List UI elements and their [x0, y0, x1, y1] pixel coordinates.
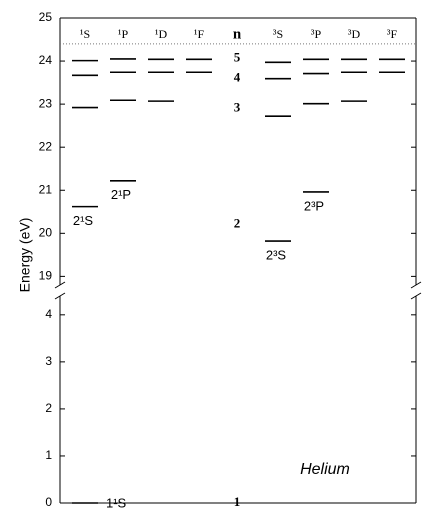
y-tick-label: 22	[39, 139, 53, 153]
n-header: n	[233, 26, 242, 42]
axis-break	[54, 292, 66, 300]
y-tick-label: 4	[45, 307, 52, 321]
y-tick-label: 25	[39, 10, 53, 24]
y-tick-label: 23	[39, 96, 53, 110]
level-label: 2¹P	[111, 187, 131, 202]
y-tick-label: 21	[39, 182, 53, 196]
y-tick-label: 0	[45, 495, 52, 509]
column-header: ³F	[387, 27, 398, 41]
level-label: 1¹S	[106, 495, 127, 510]
y-tick-label: 24	[39, 53, 53, 67]
y-tick-label: 3	[45, 354, 52, 368]
y-tick-label: 1	[45, 448, 52, 462]
axis-break	[54, 281, 66, 289]
y-tick-label: 19	[39, 269, 53, 283]
n-label: 2	[234, 216, 241, 231]
column-header: ¹S	[80, 27, 90, 41]
n-label: 5	[234, 49, 241, 64]
annotation: Helium	[300, 461, 350, 478]
column-header: ³P	[311, 27, 322, 41]
y-tick-label: 2	[45, 401, 52, 415]
axis-break	[410, 281, 422, 289]
axis-break	[410, 292, 422, 300]
n-label: 1	[234, 494, 241, 509]
n-label: 3	[234, 99, 241, 114]
column-header: ¹F	[194, 27, 205, 41]
level-label: 2³P	[304, 198, 324, 213]
n-label: 4	[234, 69, 241, 84]
column-header: ³D	[348, 27, 361, 41]
y-tick-label: 20	[39, 225, 53, 239]
column-header: ¹D	[155, 27, 168, 41]
column-header: ¹P	[118, 27, 129, 41]
level-label: 2³S	[266, 248, 287, 263]
y-axis-label: Energy (eV)	[17, 218, 33, 293]
level-label: 2¹S	[73, 213, 94, 228]
column-header: ³S	[273, 27, 283, 41]
